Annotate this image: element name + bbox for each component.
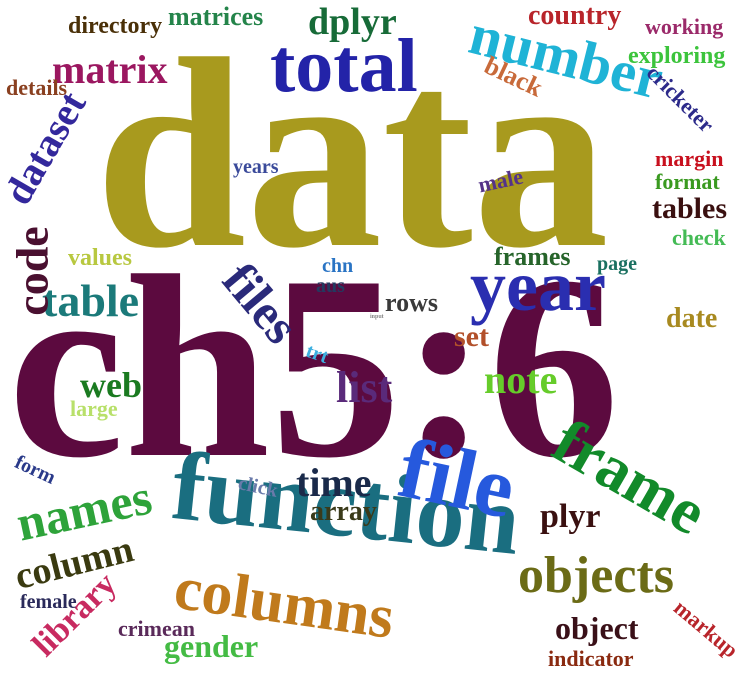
word-format: format [655,169,720,194]
word-working: working [645,14,724,39]
word-matrix: matrix [52,47,168,92]
word-indicator: indicator [548,646,634,671]
word-table: table [42,275,140,326]
word-country: country [528,0,622,31]
word-frames: frames [494,242,571,271]
word-file: file [391,419,524,537]
word-margin: margin [655,146,724,171]
word-crimean: crimean [118,616,195,641]
word-array: array [310,496,377,527]
word-time: time [296,460,372,505]
word-note: note [484,357,558,402]
word-tables: tables [652,192,727,225]
word-values: values [68,245,133,271]
word-date: date [666,303,718,334]
word-exploring: exploring [628,43,726,69]
word-check: check [672,225,726,250]
word-page: page [597,253,637,275]
word-input: input [370,314,384,320]
word-large: large [70,396,118,421]
word-markup: markup [669,594,744,663]
word-aus: aus [316,275,345,297]
word-dataset: dataset [0,83,95,212]
word-directory: directory [68,13,163,39]
word-female: female [20,591,77,613]
word-years: years [233,156,279,178]
word-matrices: matrices [168,2,264,31]
word-object: object [555,610,639,646]
word-web: web [80,365,142,405]
word-dplyr: dplyr [308,1,397,43]
word-list: list [336,363,393,412]
word-total: total [270,24,418,108]
word-year: year [470,246,606,326]
word-gender: gender [164,628,259,664]
word-plyr: plyr [540,498,601,535]
word-rows: rows [385,288,438,317]
word-data: data [95,3,609,304]
word-objects: objects [518,547,674,604]
word-details: details [6,75,68,100]
word-code: code [6,226,58,316]
word-ch5-6: ch5:6 [8,222,620,512]
word-chn: chn [322,255,354,277]
word-set: set [454,320,489,353]
